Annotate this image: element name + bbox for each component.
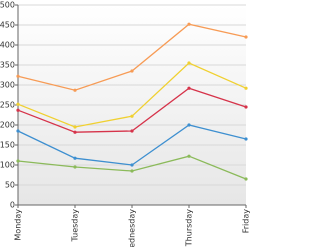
x-tick-label: Thursday	[185, 209, 194, 247]
point	[73, 125, 77, 129]
y-tick-label: 200	[0, 121, 15, 130]
x-tick-label: Tuesday	[71, 209, 80, 243]
point	[130, 129, 134, 133]
y-tick-label: 500	[0, 1, 15, 10]
y-tick-label: 400	[0, 41, 15, 50]
point	[73, 165, 77, 169]
point	[73, 88, 77, 92]
y-tick-label: 250	[0, 101, 15, 110]
point	[244, 86, 248, 90]
point	[244, 137, 248, 141]
y-tick-label: 450	[0, 21, 15, 30]
point	[244, 35, 248, 39]
point	[130, 69, 134, 73]
point	[187, 154, 191, 158]
point	[187, 61, 191, 65]
point	[73, 156, 77, 160]
y-tick-label: 100	[0, 161, 15, 170]
chart: 0 50 100 150 200 250 300 350 400 450 500 Monday Tues…	[0, 1, 251, 247]
y-tick-label: 300	[0, 81, 15, 90]
x-tick-label: Wednesday	[128, 209, 137, 247]
x-tick-label: Friday	[242, 209, 251, 234]
y-tick-label: 50	[5, 181, 15, 190]
point	[130, 169, 134, 173]
point	[187, 22, 191, 26]
point	[130, 163, 134, 167]
point	[16, 102, 20, 106]
x-tick-label: Monday	[14, 209, 23, 241]
point	[130, 114, 134, 118]
point	[244, 105, 248, 109]
point	[187, 123, 191, 127]
y-tick-label: 150	[0, 141, 15, 150]
point	[16, 159, 20, 163]
y-tick-label: 0	[10, 201, 15, 210]
y-tick-label: 350	[0, 61, 15, 70]
point	[16, 129, 20, 133]
point	[187, 86, 191, 90]
point	[16, 74, 20, 78]
point	[16, 108, 20, 112]
point	[73, 130, 77, 134]
point	[244, 177, 248, 181]
